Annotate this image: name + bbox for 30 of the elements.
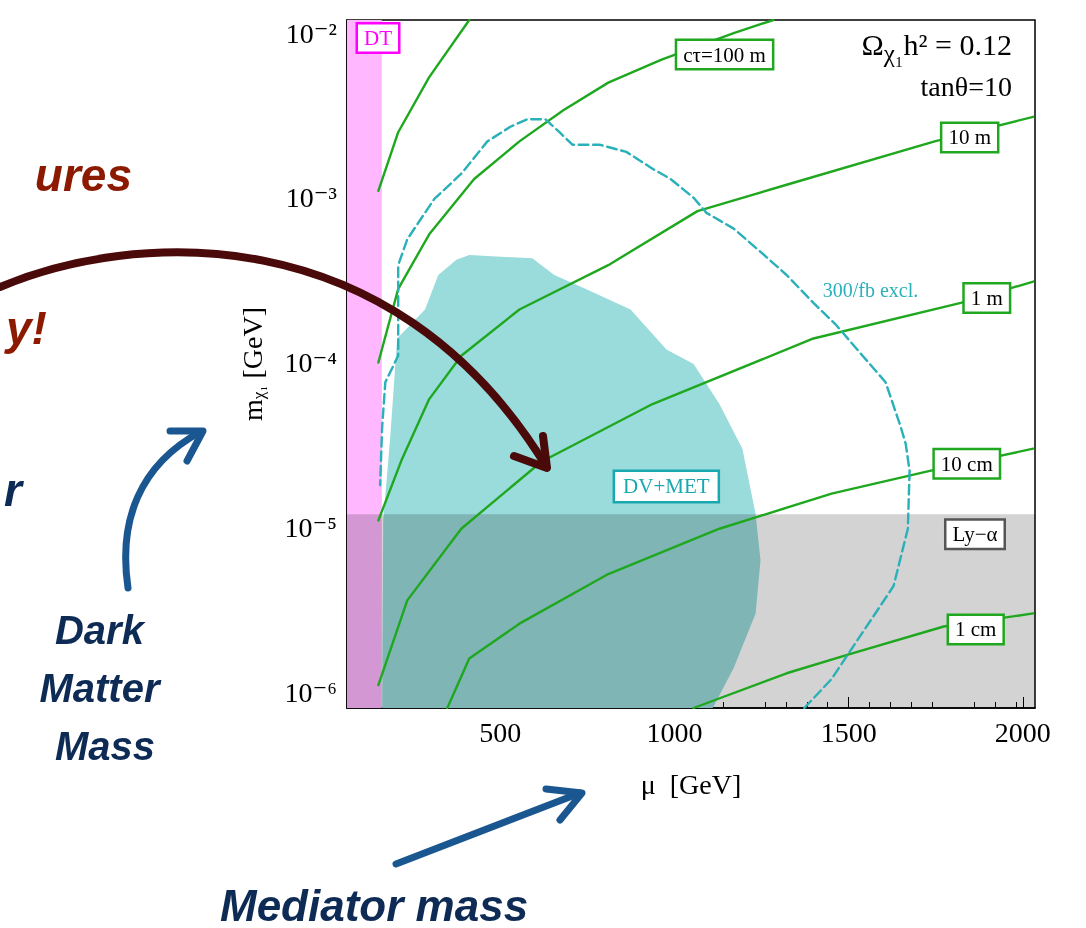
text: y! <box>4 302 47 354</box>
annotation: Ω$_{χ₁}$h² = 0.12 <box>861 27 1012 69</box>
band-label: Ly−α <box>952 522 998 547</box>
text: r <box>4 464 24 516</box>
series-label: 1 m <box>970 285 1003 310</box>
series-label: 1 cm <box>955 617 997 642</box>
line-series <box>446 447 1035 710</box>
y-tick-label: 10⁻⁵ <box>284 511 337 543</box>
text: Mediator mass <box>220 880 529 928</box>
x-tick-label: 1500 <box>820 716 877 748</box>
series-label: 10 m <box>948 125 991 150</box>
line-series <box>377 280 1035 687</box>
text: ures <box>34 149 132 201</box>
annotation: tanθ=10 <box>920 70 1012 104</box>
text: Dark Matter Mass <box>39 608 171 768</box>
line-series <box>377 115 1035 522</box>
x-tick-label: 1000 <box>646 716 703 748</box>
series-label: cτ=100 m <box>683 42 766 67</box>
x-axis-title: μ [GeV] <box>640 768 742 800</box>
y-tick-label: 10⁻³ <box>285 182 337 214</box>
band-label: DT <box>364 26 393 50</box>
x-tick-label: 2000 <box>994 716 1051 748</box>
y-tick-label: 10⁻⁶ <box>284 676 337 708</box>
y-tick-label: 10⁻⁴ <box>284 347 337 379</box>
x-tick-label: 500 <box>479 716 522 748</box>
y-axis-title: mχ₁ [GeV] <box>236 306 268 422</box>
series-label: 300/fb excl. <box>822 278 919 301</box>
series-label: DV+MET <box>623 474 710 499</box>
y-tick-label: 10⁻² <box>285 17 337 49</box>
series-label: 10 cm <box>940 451 993 476</box>
